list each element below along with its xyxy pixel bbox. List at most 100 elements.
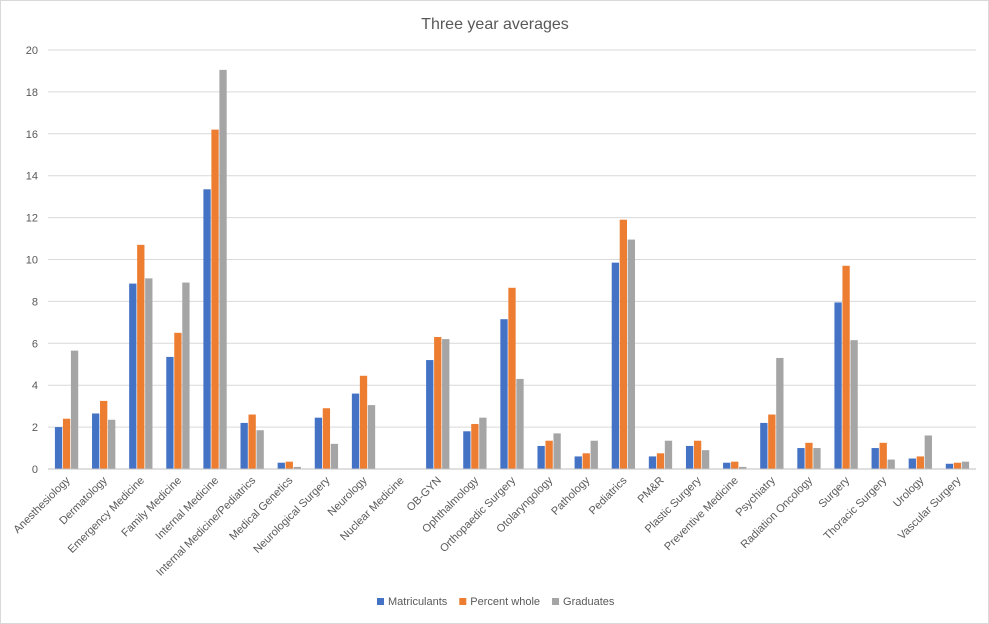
bar [293, 466, 301, 469]
y-tick-label: 20 [26, 45, 38, 57]
bar [545, 440, 553, 469]
bar [100, 400, 108, 469]
bar [813, 448, 821, 469]
bar [145, 278, 153, 469]
x-category-label: Pediatrics [587, 474, 630, 517]
bar [367, 405, 376, 469]
bar [574, 456, 582, 469]
y-tick-label: 12 [26, 213, 38, 225]
bar [945, 463, 954, 469]
bar [850, 340, 858, 469]
x-category-label: Internal Medicine [153, 475, 221, 543]
bar [627, 239, 636, 469]
bar [693, 440, 702, 469]
legend-swatch [552, 598, 560, 605]
x-category-label: Nuclear Medicine [338, 475, 407, 544]
bar [916, 456, 924, 469]
bar [768, 414, 776, 469]
x-category-label: Neurological Surgery [251, 474, 332, 555]
y-tick-label: 14 [26, 171, 38, 183]
legend: Matriculants Percent whole Graduates [377, 596, 615, 608]
bar [805, 442, 813, 469]
bar [277, 462, 285, 469]
bar [240, 422, 248, 469]
bar [92, 413, 100, 469]
legend-swatch [377, 598, 384, 605]
bar [953, 462, 962, 469]
bar [479, 417, 487, 469]
x-category-label: Urology [891, 474, 927, 510]
y-tick-label: 18 [26, 87, 38, 99]
y-tick-label: 2 [32, 422, 38, 434]
bar [256, 430, 264, 469]
bar [685, 445, 694, 469]
bar [314, 417, 323, 469]
bar [330, 443, 339, 469]
bar [664, 440, 673, 469]
x-category-label: Thoracic Surgery [822, 474, 890, 542]
bar [182, 282, 190, 469]
x-category-label: Radiation Oncology [739, 474, 816, 551]
bar [537, 445, 545, 469]
bar [129, 283, 137, 469]
bar [924, 435, 932, 469]
bar [619, 219, 628, 469]
bar [442, 339, 450, 469]
bar [426, 360, 434, 469]
chart-title: Three year averages [421, 16, 569, 33]
bar [797, 448, 805, 469]
bar [62, 418, 71, 469]
bar [359, 375, 368, 469]
bar [760, 422, 768, 469]
x-category-label: PM&R [636, 475, 667, 506]
bar [463, 431, 471, 469]
legend-label: Matriculants [388, 596, 448, 608]
x-category-label: Preventive Medicine [662, 475, 741, 554]
x-category-label: Surgery [816, 474, 852, 510]
bar [834, 302, 842, 469]
bar [731, 461, 739, 469]
x-category-label: Medical Genetics [227, 474, 295, 542]
bar [203, 189, 211, 469]
legend-swatch [459, 598, 467, 605]
bar [54, 427, 63, 469]
bar [908, 458, 916, 469]
bar [648, 456, 657, 469]
x-category-label: Vascular Surgery [896, 474, 964, 542]
bar [70, 350, 79, 469]
y-tick-label: 4 [32, 380, 38, 392]
gridlines [48, 49, 976, 428]
bar [776, 357, 784, 469]
bar [961, 461, 970, 469]
bar [701, 450, 710, 469]
bar [611, 262, 620, 469]
bar [137, 244, 145, 469]
bar [174, 332, 182, 469]
bar [887, 459, 895, 469]
bar [500, 319, 508, 469]
bar [351, 393, 360, 469]
bar [219, 69, 227, 469]
bar [871, 448, 879, 469]
bar [723, 462, 731, 469]
bar [582, 453, 590, 469]
y-axis-ticks: 0 2 4 6 8 10 12 14 16 18 20 [26, 45, 38, 476]
bar [211, 129, 219, 470]
bar [166, 356, 174, 469]
bar [508, 287, 516, 469]
x-category-label: Pathology [549, 474, 592, 517]
y-tick-label: 8 [32, 296, 38, 308]
bar [516, 378, 524, 469]
y-tick-label: 6 [32, 338, 38, 350]
bar [285, 461, 293, 469]
bar [656, 453, 665, 469]
y-tick-label: 10 [26, 255, 38, 267]
bar [434, 337, 442, 469]
bars [54, 69, 970, 470]
bar [248, 414, 256, 469]
bar [842, 265, 850, 469]
bar [471, 423, 479, 469]
y-tick-label: 16 [26, 129, 38, 141]
